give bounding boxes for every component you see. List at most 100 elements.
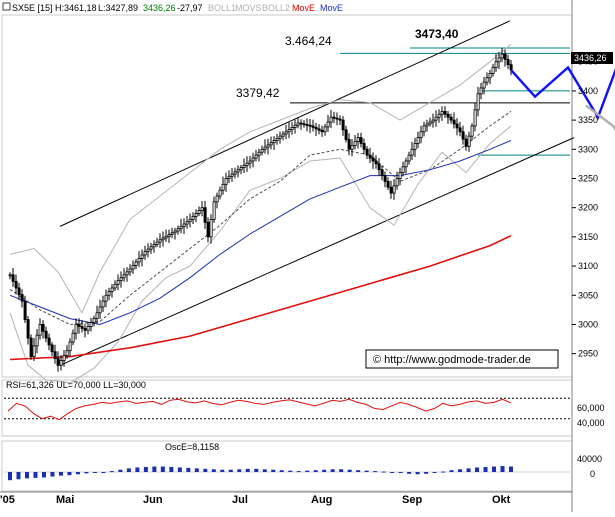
price-bar-body bbox=[191, 216, 195, 220]
osc-bar bbox=[398, 472, 403, 473]
price-bar-body bbox=[302, 123, 306, 126]
price-bar-body bbox=[251, 157, 255, 162]
osc-panel bbox=[1, 440, 573, 492]
ma-red-line bbox=[9, 234, 512, 361]
indicator-boll2: BOLL2 bbox=[262, 3, 290, 13]
price-bar-body bbox=[329, 116, 333, 123]
osc-bar bbox=[67, 472, 72, 476]
price-bar-body bbox=[278, 135, 282, 139]
price-bar-body bbox=[269, 142, 273, 146]
channel-lower-line bbox=[59, 137, 575, 366]
osc-bar bbox=[373, 471, 378, 473]
price-bar-body bbox=[131, 265, 135, 270]
osc-bar bbox=[415, 472, 420, 475]
price-bar-body bbox=[404, 160, 408, 168]
price-bar-body bbox=[122, 274, 126, 279]
price-bar-body bbox=[23, 300, 27, 320]
price-bar-body bbox=[281, 133, 285, 137]
price-bar-body bbox=[494, 61, 498, 68]
price-bar-body bbox=[419, 131, 423, 139]
price-layer bbox=[8, 20, 615, 384]
osc-bar bbox=[432, 472, 437, 473]
price-bar-body bbox=[230, 173, 234, 177]
price-bar-body bbox=[206, 221, 210, 238]
osc-bar bbox=[24, 472, 29, 479]
osc-bar bbox=[203, 468, 208, 472]
price-bar-body bbox=[305, 124, 309, 126]
price-bar-body bbox=[380, 169, 384, 176]
price-bar-body bbox=[221, 183, 225, 191]
price-bar-body bbox=[287, 129, 291, 133]
price-bar-body bbox=[224, 178, 228, 185]
price-bar-body bbox=[440, 110, 444, 115]
x-label-05: '05 bbox=[0, 494, 15, 506]
osc-bar bbox=[381, 471, 386, 473]
x-label-mai: Mai bbox=[56, 494, 74, 506]
osc-bar bbox=[228, 469, 233, 472]
x-label-okt: Okt bbox=[492, 494, 511, 506]
bollinger-upper-line bbox=[9, 43, 512, 314]
bollinger-lower-line bbox=[9, 125, 512, 384]
osc-bar bbox=[169, 467, 174, 472]
price-bar-body bbox=[20, 294, 24, 302]
osc-bar bbox=[237, 469, 242, 472]
osc-bar bbox=[424, 472, 429, 474]
osc-layer bbox=[4, 466, 570, 481]
y-tick-label: 2950 bbox=[578, 349, 598, 359]
price-bar-body bbox=[248, 160, 252, 164]
price-bar-body bbox=[185, 221, 189, 225]
price-bar-body bbox=[35, 334, 39, 347]
osc-bar bbox=[390, 472, 395, 473]
x-label-aug: Aug bbox=[311, 494, 332, 506]
osc-bar bbox=[33, 472, 38, 478]
price-bar-body bbox=[317, 128, 321, 131]
price-bar-body bbox=[89, 322, 93, 327]
price-bar-body bbox=[491, 67, 495, 74]
price-bar-body bbox=[335, 117, 339, 120]
window-menu-icon[interactable] bbox=[2, 2, 11, 11]
osc-bar bbox=[475, 467, 480, 472]
last-value-tag: 3436,26 bbox=[571, 52, 613, 64]
price-bar-body bbox=[284, 131, 288, 135]
price-bar-body bbox=[497, 57, 501, 63]
price-bar-body bbox=[38, 324, 42, 336]
last-value-box bbox=[571, 52, 613, 64]
price-bar-body bbox=[392, 185, 396, 194]
price-bar-body bbox=[338, 118, 342, 121]
osc-bar bbox=[194, 468, 199, 472]
price-bar-body bbox=[437, 113, 441, 118]
last-price-label: 3436,26 bbox=[143, 3, 176, 13]
osc-bar bbox=[339, 469, 344, 472]
price-bar-body bbox=[11, 274, 15, 282]
price-bar-body bbox=[482, 81, 486, 89]
price-bar-body bbox=[260, 148, 264, 153]
price-bar-body bbox=[365, 148, 369, 156]
osc-bar bbox=[356, 470, 361, 472]
price-bar-body bbox=[263, 146, 267, 150]
price-bar-body bbox=[98, 306, 102, 314]
osc-tick-0: 0 bbox=[590, 469, 595, 479]
price-bar-body bbox=[383, 175, 387, 182]
price-bar-body bbox=[314, 126, 318, 130]
price-bar-body bbox=[509, 64, 513, 71]
price-bar-body bbox=[182, 223, 186, 227]
rsi-tick-40: 40,000 bbox=[577, 418, 605, 428]
price-bar-body bbox=[176, 228, 180, 232]
rsi-label: RSI=61,326 UL=70,000 LL=30,000 bbox=[6, 380, 146, 390]
price-bar-body bbox=[194, 213, 198, 217]
osc-bar bbox=[313, 470, 318, 472]
price-bar-body bbox=[146, 248, 150, 252]
osc-bar bbox=[58, 472, 63, 476]
price-bar-body bbox=[434, 116, 438, 121]
price-bar-body bbox=[320, 129, 324, 133]
price-bar-body bbox=[452, 119, 456, 125]
price-bar-body bbox=[77, 324, 81, 327]
price-bar-body bbox=[296, 122, 300, 126]
rsi-panel bbox=[1, 379, 573, 437]
price-bar-body bbox=[179, 225, 183, 230]
price-bar-body bbox=[290, 126, 294, 130]
price-bar-body bbox=[218, 189, 222, 197]
price-bar-body bbox=[245, 162, 249, 166]
price-bar-body bbox=[233, 171, 237, 175]
